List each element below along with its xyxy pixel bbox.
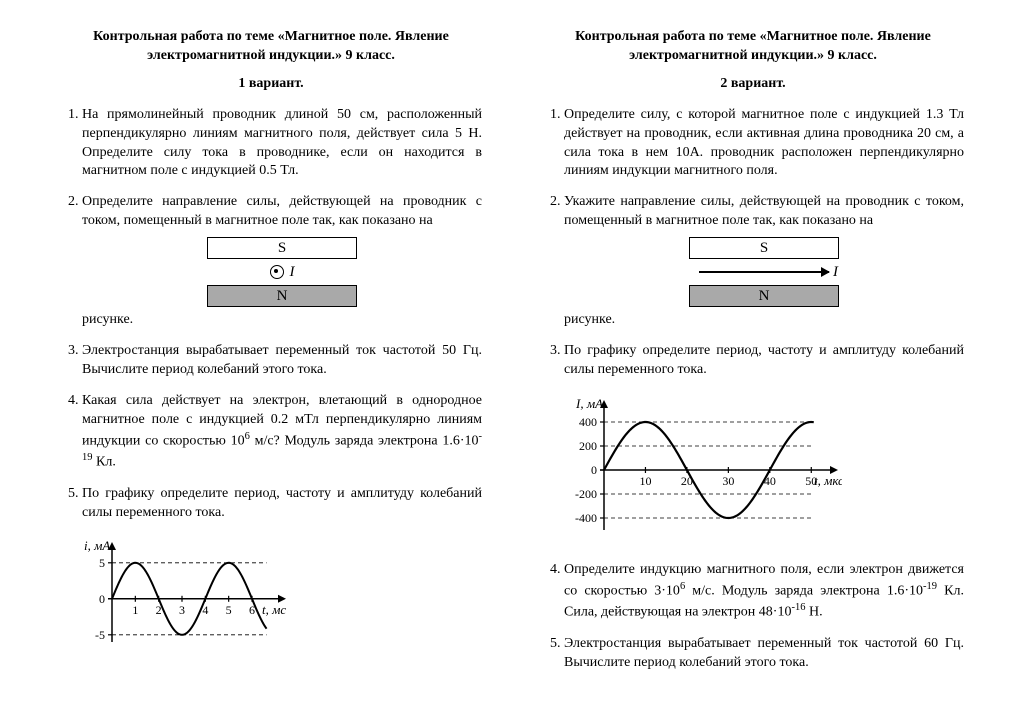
problem-3: По графику определите период, частоту и …	[564, 342, 964, 380]
title-line-1: Контрольная работа по теме «Магнитное по…	[542, 28, 964, 47]
current-chart-v2: -400-20002004001020304050I, мАt, мкс	[562, 392, 842, 552]
title-line-2: электромагнитной индукции.» 9 класс.	[60, 47, 482, 66]
title-line-1: Контрольная работа по теме «Магнитное по…	[60, 28, 482, 47]
problem-list-cont: Определите индукцию магнитного поля, есл…	[542, 561, 964, 673]
problem-5: По графику определите период, частоту и …	[82, 485, 482, 523]
svg-text:30: 30	[722, 474, 734, 488]
svg-text:-200: -200	[575, 487, 597, 501]
variant-2-column: Контрольная работа по теме «Магнитное по…	[542, 28, 964, 705]
problem-5: Электростанция вырабатывает переменный т…	[564, 635, 964, 673]
svg-text:-400: -400	[575, 511, 597, 525]
variant-label: 1 вариант.	[60, 76, 482, 92]
problem-1: Определите силу, с которой магнитное пол…	[564, 106, 964, 182]
svg-text:i, мА: i, мА	[84, 538, 110, 553]
svg-text:I, мА: I, мА	[575, 396, 603, 411]
problem-2-after: рисунке.	[82, 312, 133, 327]
problem-4: Какая сила действует на электрон, влетаю…	[82, 392, 482, 473]
problem-3: Электростанция вырабатывает переменный т…	[82, 342, 482, 380]
current-arrow-icon	[699, 271, 829, 273]
current-label: I	[290, 262, 295, 282]
problem-2-after: рисунке.	[564, 312, 615, 327]
title-block: Контрольная работа по теме «Магнитное по…	[60, 28, 482, 66]
variant-1-column: Контрольная работа по теме «Магнитное по…	[60, 28, 482, 705]
variant-label: 2 вариант.	[542, 76, 964, 92]
problem-4: Определите индукцию магнитного поля, есл…	[564, 561, 964, 623]
problem-2-text: Определите направление силы, действующей…	[82, 194, 482, 228]
problem-1: На прямолинейный проводник длиной 50 см,…	[82, 106, 482, 182]
magnet-s-pole: S	[207, 237, 357, 259]
current-out-of-page-icon	[270, 265, 284, 279]
problem-2-text: Укажите направление силы, действующей на…	[564, 194, 964, 228]
svg-text:t, мс: t, мс	[262, 602, 286, 617]
title-block: Контрольная работа по теме «Магнитное по…	[542, 28, 964, 66]
problem-list: На прямолинейный проводник длиной 50 см,…	[60, 106, 482, 523]
svg-text:400: 400	[579, 415, 597, 429]
svg-text:3: 3	[179, 603, 185, 617]
problem-list: Определите силу, с которой магнитное пол…	[542, 106, 964, 380]
svg-text:200: 200	[579, 439, 597, 453]
svg-text:0: 0	[591, 463, 597, 477]
svg-text:5: 5	[99, 556, 105, 570]
chart-1-wrap: -505123456i, мАt, мс	[70, 534, 482, 669]
problem-2: Укажите направление силы, действующей на…	[564, 193, 964, 330]
svg-text:0: 0	[99, 592, 105, 606]
chart-2-wrap: -400-20002004001020304050I, мАt, мкс	[562, 392, 964, 557]
svg-text:1: 1	[132, 603, 138, 617]
magnet-figure: S I N	[82, 237, 482, 307]
magnet-n-pole: N	[207, 285, 357, 307]
title-line-2: электромагнитной индукции.» 9 класс.	[542, 47, 964, 66]
current-symbol-row: I	[207, 259, 357, 285]
svg-text:-5: -5	[95, 628, 105, 642]
svg-text:10: 10	[639, 474, 651, 488]
current-chart-v1: -505123456i, мАt, мс	[70, 534, 290, 664]
svg-text:t, мкс: t, мкс	[814, 473, 842, 488]
svg-text:5: 5	[226, 603, 232, 617]
magnet-figure: S I N	[564, 237, 964, 307]
magnet-s-pole: S	[689, 237, 839, 259]
current-arrow-row: I	[689, 259, 839, 285]
current-label: I	[833, 262, 838, 282]
magnet-n-pole: N	[689, 285, 839, 307]
problem-2: Определите направление силы, действующей…	[82, 193, 482, 330]
